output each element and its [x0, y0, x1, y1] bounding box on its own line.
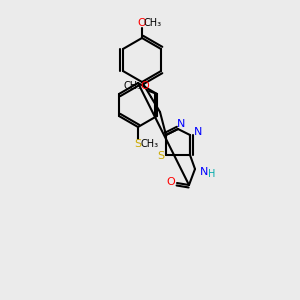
Text: O: O [167, 177, 176, 187]
Text: N: N [194, 127, 202, 137]
Text: CH₃: CH₃ [124, 81, 142, 91]
Text: O: O [141, 81, 149, 91]
Text: S: S [134, 139, 142, 149]
Text: S: S [158, 151, 165, 161]
Text: N: N [200, 167, 208, 177]
Text: CH₃: CH₃ [144, 18, 162, 28]
Text: CH₃: CH₃ [141, 139, 159, 149]
Text: N: N [177, 119, 185, 129]
Text: O: O [138, 18, 146, 28]
Text: H: H [208, 169, 215, 179]
